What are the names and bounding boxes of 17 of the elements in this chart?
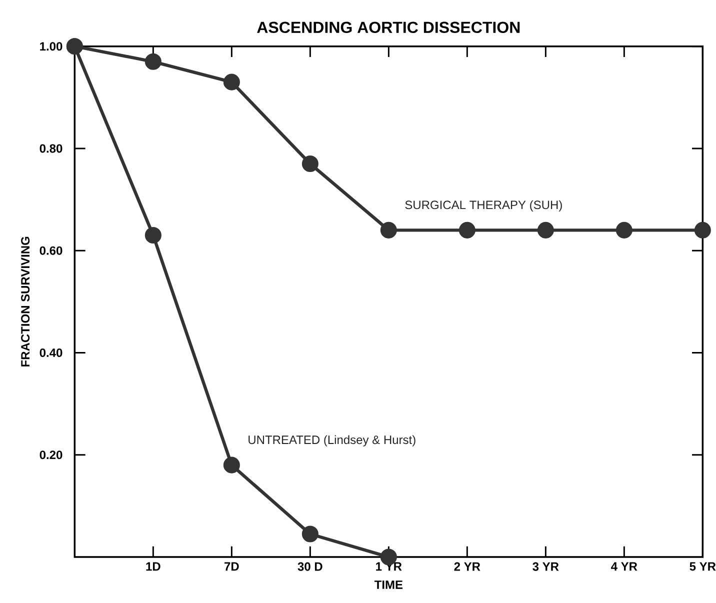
x-tick-label: 7D bbox=[224, 562, 239, 571]
x-tick-label: 5 YR bbox=[690, 562, 716, 571]
series-label: UNTREATED (Lindsey & Hurst) bbox=[248, 435, 416, 446]
x-tick-label: 30 D bbox=[298, 562, 322, 571]
y-tick-label: 0.60 bbox=[40, 246, 62, 255]
y-axis-title: FRACTION SURVIVING bbox=[21, 236, 30, 366]
x-tick-label: 2 YR bbox=[454, 562, 480, 571]
y-tick-label: 0.40 bbox=[40, 348, 62, 357]
x-axis-title: TIME bbox=[374, 580, 403, 589]
y-tick-label: 1.00 bbox=[40, 42, 62, 51]
x-tick-label: 1D bbox=[146, 562, 160, 571]
x-tick-label: 4 YR bbox=[611, 562, 638, 571]
y-tick-label: 0.80 bbox=[40, 144, 62, 153]
x-tick-label: 3 YR bbox=[532, 562, 559, 571]
chart-title: ASCENDING AORTIC DISSECTION bbox=[257, 22, 520, 34]
y-tick-label: 0.20 bbox=[40, 450, 62, 460]
series-label: SURGICAL THERAPY (SUH) bbox=[405, 200, 562, 212]
